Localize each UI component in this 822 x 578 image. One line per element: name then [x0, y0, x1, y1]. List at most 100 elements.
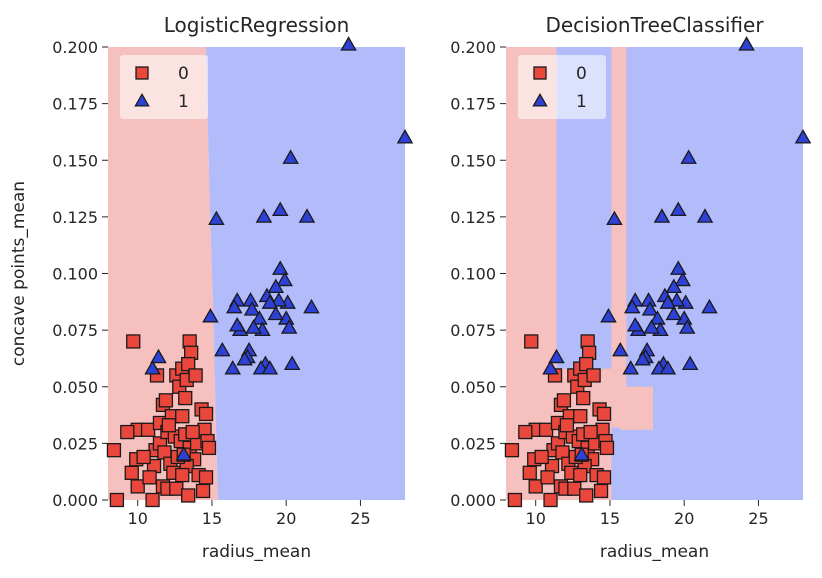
point-class-1: [214, 341, 231, 357]
point-class-1: [659, 294, 677, 309]
point-class-0: [524, 334, 539, 349]
point-class-1: [282, 149, 299, 164]
point-class-1: [622, 360, 640, 375]
x-tick-label: 25: [350, 509, 370, 528]
y-tick-label: 0.200: [52, 38, 98, 57]
point-class-1: [606, 210, 623, 226]
point-class-1: [251, 310, 268, 325]
y-tick-label: 0.175: [52, 95, 98, 114]
x-tick-label: 20: [674, 509, 694, 528]
x-tick-label: 25: [748, 509, 768, 528]
point-class-1: [653, 208, 671, 223]
subplot-title: DecisionTreeClassifier: [545, 13, 764, 37]
point-class-0: [120, 424, 135, 440]
y-tick-label: 0.125: [450, 208, 496, 227]
y-tick-label: 0.075: [52, 321, 98, 340]
y-axis-label: concave points_mean: [9, 181, 29, 366]
legend-label-class-0: 0: [576, 64, 587, 84]
point-class-1: [623, 298, 641, 314]
y-tick-label: 0.150: [450, 151, 496, 170]
point-class-0: [528, 479, 543, 494]
point-class-1: [276, 271, 293, 287]
point-class-0: [567, 481, 582, 496]
point-class-0: [583, 424, 598, 440]
x-tick-label: 20: [276, 509, 296, 528]
point-class-1: [245, 319, 262, 334]
point-class-0: [195, 483, 211, 499]
point-class-1: [573, 446, 591, 461]
axis-ticks: 10 15 20 250.0000.0250.0500.0750.1000.1250.…: [450, 38, 768, 528]
point-class-0: [178, 390, 193, 406]
point-class-0: [161, 418, 177, 433]
point-class-0: [124, 465, 139, 480]
legend-triangle-marker: [532, 92, 548, 107]
legend-square-marker: [135, 66, 149, 80]
y-tick-label: 0.125: [52, 208, 98, 227]
point-class-0: [507, 492, 523, 508]
data-points: [504, 36, 812, 508]
point-class-0: [130, 479, 145, 494]
point-class-1: [271, 201, 289, 216]
point-class-0: [145, 492, 160, 508]
point-class-1: [261, 360, 279, 375]
point-class-0: [534, 449, 549, 465]
point-class-1: [267, 305, 285, 321]
point-class-0: [556, 393, 572, 408]
y-tick-label: 0.075: [450, 321, 496, 340]
point-class-0: [579, 356, 594, 372]
point-class-1: [659, 360, 677, 375]
y-tick-label: 0.050: [52, 378, 98, 397]
y-tick-label: 0.000: [52, 491, 98, 510]
point-class-0: [126, 334, 141, 349]
point-class-0: [188, 368, 203, 383]
point-class-1: [267, 278, 285, 294]
point-class-0: [140, 422, 156, 437]
legend-label-class-1: 1: [576, 92, 587, 112]
point-class-0: [201, 440, 217, 456]
point-class-1: [542, 360, 559, 375]
point-class-1: [600, 307, 617, 323]
legend-label-class-0: 0: [178, 64, 189, 84]
left-subplot-logistic-regression: LogisticRegression radius_mean concave p…: [9, 13, 414, 562]
point-class-0: [136, 449, 151, 465]
y-tick-label: 0.025: [52, 434, 98, 453]
point-class-1: [701, 298, 718, 314]
x-axis-label: radius_mean: [202, 542, 311, 562]
point-class-0: [518, 424, 533, 440]
point-class-0: [540, 470, 555, 485]
point-class-1: [255, 208, 273, 223]
point-class-1: [202, 307, 219, 323]
point-class-0: [559, 418, 575, 433]
point-class-0: [596, 406, 612, 422]
x-tick-label: 10: [526, 509, 546, 528]
point-class-0: [181, 356, 196, 372]
point-class-0: [175, 467, 190, 483]
y-tick-label: 0.150: [52, 151, 98, 170]
point-class-1: [794, 129, 812, 144]
legend-square-marker: [533, 66, 547, 80]
legend-marker-class-0: [533, 66, 547, 80]
data-points: [106, 36, 414, 508]
subplot-title: LogisticRegression: [164, 13, 350, 37]
y-tick-label: 0.100: [52, 265, 98, 284]
point-class-0: [573, 467, 588, 483]
y-tick-label: 0.100: [450, 265, 496, 284]
legend-marker-class-1: [532, 92, 548, 107]
point-class-0: [198, 406, 214, 422]
point-class-0: [573, 409, 588, 424]
point-class-1: [665, 305, 683, 321]
point-class-0: [586, 368, 601, 383]
point-class-1: [208, 210, 225, 226]
point-class-1: [236, 351, 253, 366]
legend: 0 1: [518, 55, 606, 119]
point-class-0: [543, 492, 558, 508]
point-class-1: [680, 149, 697, 164]
point-class-1: [396, 129, 414, 144]
point-class-1: [678, 319, 696, 334]
point-class-1: [261, 294, 279, 309]
x-axis-label: radius_mean: [600, 542, 709, 562]
point-class-0: [538, 422, 554, 437]
point-class-1: [224, 360, 242, 375]
point-class-0: [181, 488, 196, 503]
point-class-1: [641, 301, 659, 316]
